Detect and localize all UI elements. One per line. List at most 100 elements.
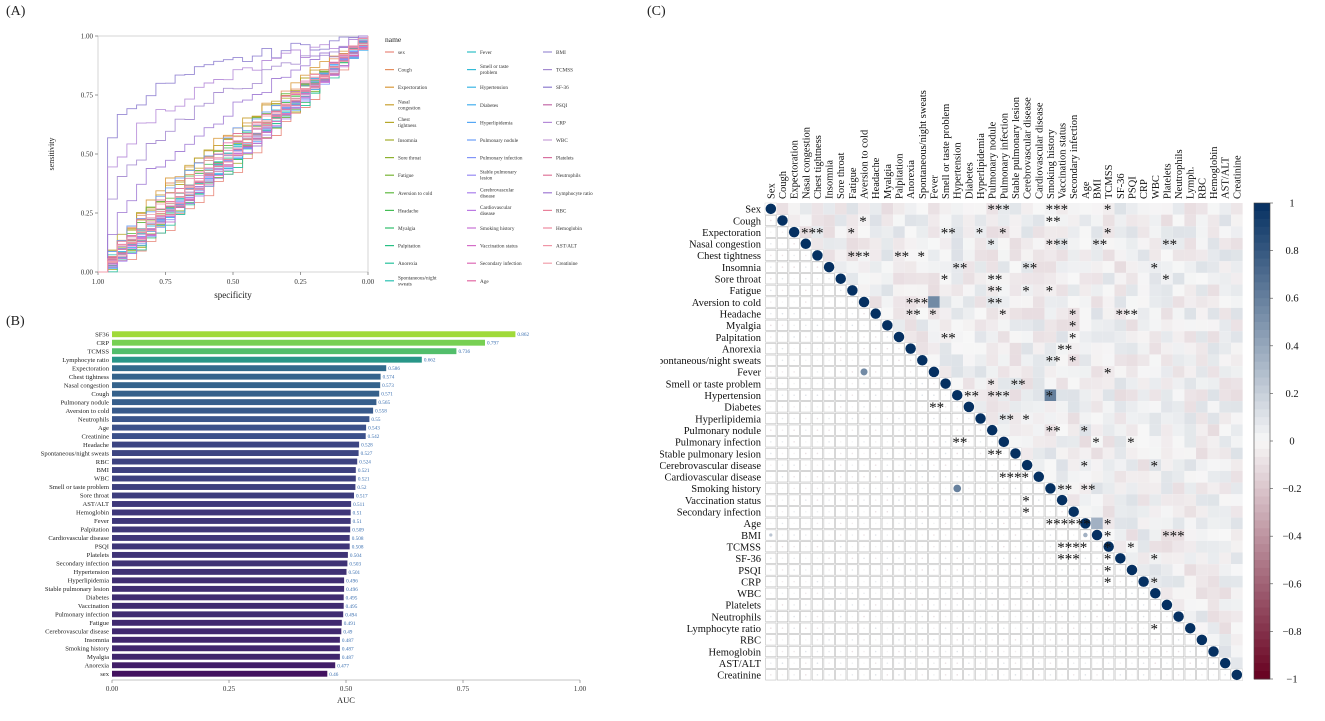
correlation-circle <box>1107 557 1110 560</box>
heatmap-cell <box>1184 389 1197 402</box>
correlation-circle <box>921 464 924 466</box>
correlation-circle <box>781 242 784 245</box>
correlation-circle <box>886 592 889 595</box>
heatmap-cell <box>1044 226 1057 238</box>
colorbar-tick-label: −0.8 <box>1282 627 1301 638</box>
colorbar-segment <box>1254 615 1270 624</box>
correlation-circle <box>1037 592 1040 595</box>
diagonal-circle <box>928 366 940 378</box>
correlation-circle <box>944 592 947 595</box>
correlation-circle <box>793 359 795 362</box>
heatmap-cell <box>1231 412 1243 425</box>
heatmap-cell <box>939 331 952 343</box>
correlation-circle <box>886 569 889 571</box>
significance-stars: ** <box>941 225 956 241</box>
heatmap-cell <box>974 389 987 402</box>
heatmap-cell <box>1196 389 1208 402</box>
heatmap-cell <box>1126 226 1138 238</box>
heatmap-cell <box>939 214 952 227</box>
heatmap-cell <box>823 237 835 250</box>
heatmap-cell <box>1161 401 1173 413</box>
correlation-circle <box>804 394 807 397</box>
heatmap-cell <box>1172 436 1185 448</box>
correlation-circle <box>1084 674 1087 676</box>
correlation-circle <box>770 347 772 350</box>
correlation-circle <box>851 499 854 501</box>
colorbar-segment <box>1254 290 1270 299</box>
x-axis-title: AUC <box>337 695 355 705</box>
row-label: Fatigue <box>730 286 762 297</box>
correlation-circle <box>944 510 947 513</box>
heatmap-cell <box>1231 226 1243 238</box>
correlation-circle <box>839 662 842 664</box>
correlation-circle <box>886 639 889 641</box>
heatmap-cell <box>1196 272 1208 285</box>
heatmap-cell <box>974 237 987 250</box>
correlation-circle <box>979 592 982 595</box>
correlation-circle <box>874 452 877 455</box>
heatmap-cell <box>1184 610 1197 623</box>
heatmap-cell <box>1219 389 1231 402</box>
correlation-circle <box>804 382 807 385</box>
correlation-circle <box>991 545 993 548</box>
significance-stars: * <box>1150 575 1158 591</box>
correlation-circle <box>1096 627 1098 630</box>
heatmap-cell <box>1114 389 1127 402</box>
correlation-circle <box>1026 522 1028 525</box>
heatmap-cell <box>904 296 917 308</box>
correlation-circle <box>793 534 795 536</box>
correlation-circle <box>851 301 854 303</box>
heatmap-cell <box>1231 203 1243 215</box>
heatmap-cell <box>928 203 940 215</box>
row-label: Platelets <box>725 601 761 612</box>
correlation-circle <box>898 569 900 571</box>
colorbar-tick-label: 0.8 <box>1285 246 1298 257</box>
heatmap-cell <box>951 249 964 262</box>
heatmap-cell <box>1196 354 1208 367</box>
correlation-circle <box>863 441 865 443</box>
correlation-circle <box>909 627 912 630</box>
correlation-circle <box>979 557 982 560</box>
heatmap-cell <box>1149 470 1162 483</box>
heatmap-cell <box>1126 366 1138 378</box>
heatmap-cell <box>1184 505 1197 518</box>
correlation-circle <box>781 674 784 676</box>
bar-category-label: Anorexia <box>84 662 109 669</box>
correlation-circle <box>886 452 889 455</box>
heatmap-cell <box>1161 272 1173 285</box>
heatmap-cell <box>834 214 847 227</box>
correlation-circle <box>898 604 900 606</box>
correlation-circle <box>793 662 795 664</box>
heatmap-cell <box>1207 366 1220 378</box>
heatmap-cell <box>1196 470 1208 483</box>
heatmap-cell <box>1161 412 1173 425</box>
heatmap-cell <box>1044 366 1057 378</box>
colorbar-segment <box>1254 329 1270 339</box>
heatmap-cell <box>1009 249 1022 262</box>
heatmap-cell <box>904 237 917 250</box>
x-tick-label: 0.00 <box>362 278 375 286</box>
correlation-circle <box>1061 592 1063 595</box>
heatmap-cell <box>1114 237 1127 250</box>
correlation-circle <box>1107 627 1110 630</box>
heatmap-cell <box>1114 517 1127 530</box>
heatmap-cell <box>1207 552 1220 565</box>
heatmap-cell <box>1184 377 1197 390</box>
bar <box>112 382 381 389</box>
significance-stars: * <box>1150 458 1158 474</box>
correlation-circle <box>793 289 795 292</box>
heatmap-cell <box>1231 482 1243 495</box>
heatmap-cell <box>1172 401 1185 413</box>
correlation-circle <box>781 254 784 257</box>
colorbar-segment <box>1254 607 1270 617</box>
correlation-circle <box>863 592 865 595</box>
bar-category-label: Spontaneous/night sweats <box>41 450 110 457</box>
legend-label: Smoking history <box>480 226 515 232</box>
correlation-circle <box>944 499 947 501</box>
correlation-circle <box>793 417 795 420</box>
heatmap-cell <box>1091 214 1103 227</box>
heatmap-cell <box>939 261 952 273</box>
correlation-circle <box>1096 639 1098 641</box>
heatmap-cell <box>1161 482 1173 495</box>
correlation-circle <box>921 417 924 420</box>
